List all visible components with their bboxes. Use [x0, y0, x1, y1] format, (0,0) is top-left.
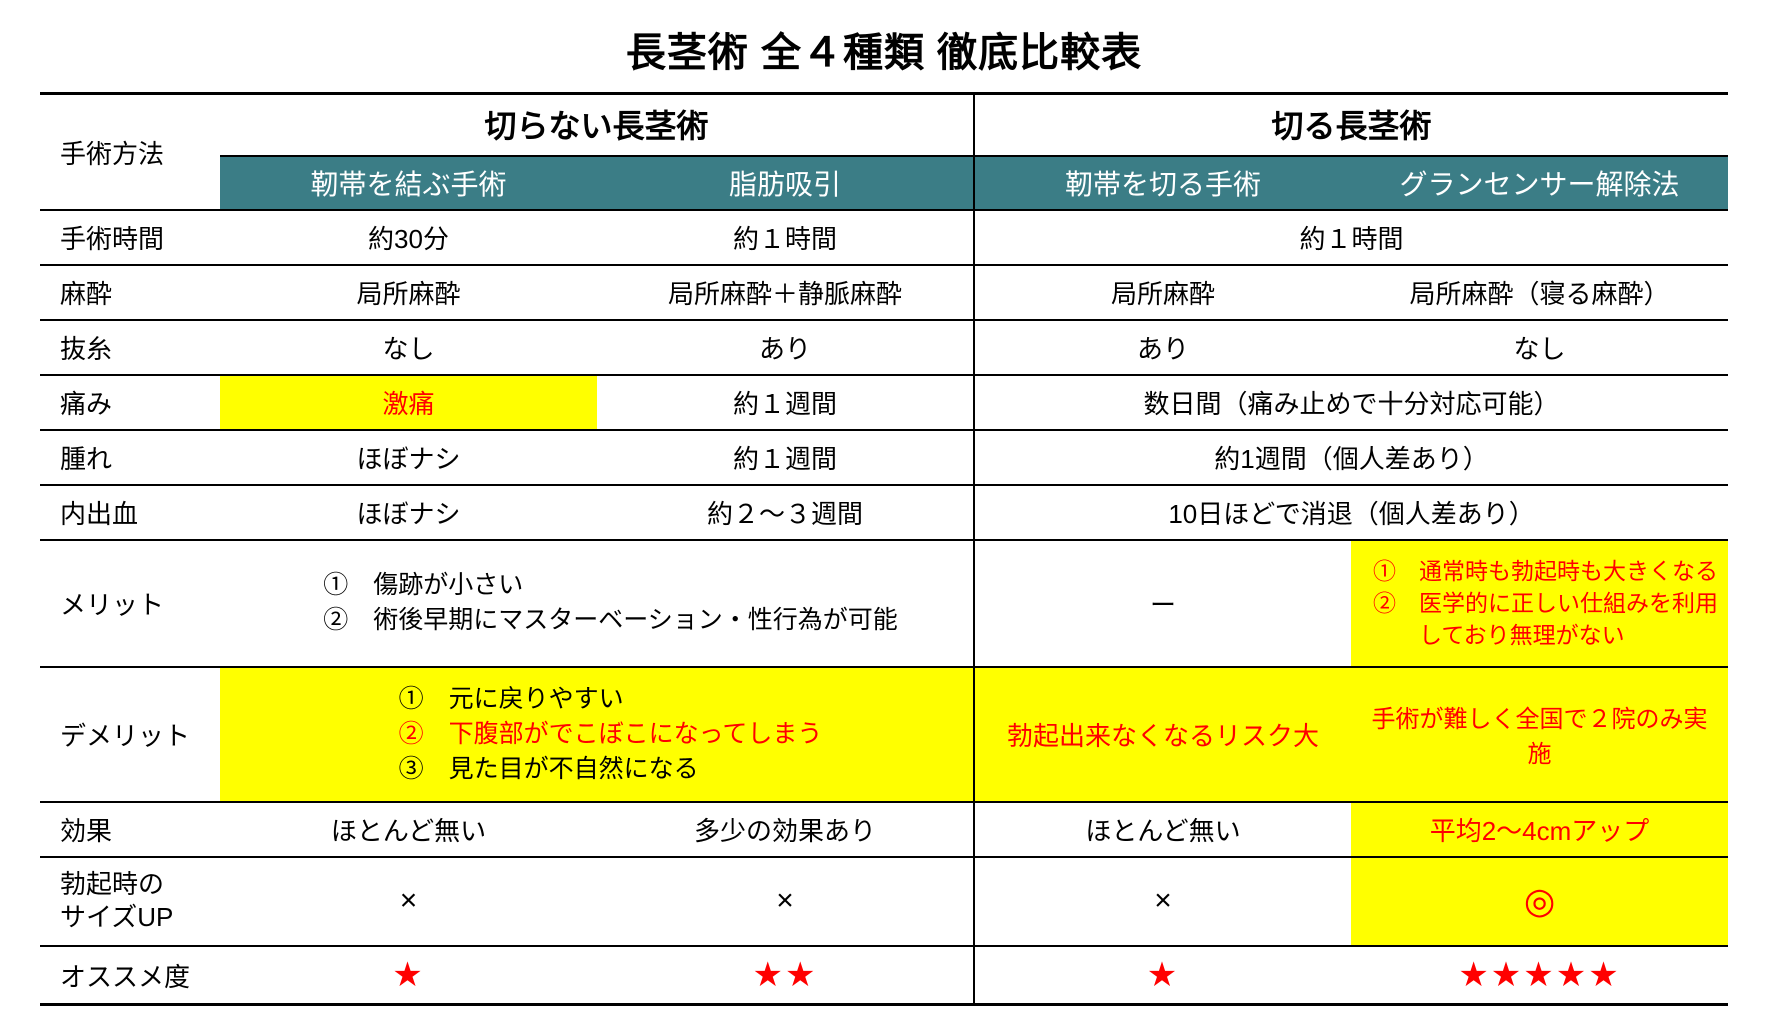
cell-demerit-3: 勃起出来なくなるリスク大	[974, 667, 1351, 802]
cell-merit-3: ー	[974, 540, 1351, 667]
merit-12-item-1: ① 傷跡が小さい	[323, 568, 898, 603]
label-erect-l1: 勃起時の	[60, 869, 164, 899]
cell-anesthesia-1: 局所麻酔	[220, 265, 597, 320]
label-bleeding: 内出血	[40, 485, 220, 540]
row-recommend: オススメ度 ★ ★★ ★ ★★★★★	[40, 946, 1728, 1005]
label-anesthesia: 麻酔	[40, 265, 220, 320]
cell-swelling-2: 約１週間	[597, 430, 974, 485]
cell-anesthesia-2: 局所麻酔＋静脈麻酔	[597, 265, 974, 320]
merit-12-item-2: ② 術後早期にマスターベーション・性行為が可能	[323, 603, 898, 638]
header-category-cut: 切る長茎術	[974, 94, 1728, 157]
label-erect-size: 勃起時の サイズUP	[40, 857, 220, 947]
cell-swelling-34: 約1週間（個人差あり）	[974, 430, 1728, 485]
header-sub-liposuction: 脂肪吸引	[597, 156, 974, 210]
demerit-12-item-3: ③ 見た目が不自然になる	[399, 752, 823, 787]
label-swelling: 腫れ	[40, 430, 220, 485]
label-time: 手術時間	[40, 210, 220, 265]
cell-anesthesia-3: 局所麻酔	[974, 265, 1351, 320]
label-suture: 抜糸	[40, 320, 220, 375]
header-category-nocut: 切らない長茎術	[220, 94, 974, 157]
cell-swelling-1: ほぼナシ	[220, 430, 597, 485]
demerit-12-item-1: ① 元に戻りやすい	[399, 682, 823, 717]
cell-erect-2: ×	[597, 857, 974, 947]
cell-bleeding-2: 約２〜３週間	[597, 485, 974, 540]
cell-effect-3: ほとんど無い	[974, 802, 1351, 857]
cell-time-34: 約１時間	[974, 210, 1728, 265]
cell-time-1: 約30分	[220, 210, 597, 265]
cell-recommend-1: ★	[220, 946, 597, 1005]
cell-demerit-12: ① 元に戻りやすい ② 下腹部がでこぼこになってしまう ③ 見た目が不自然になる	[220, 667, 974, 802]
label-erect-l2: サイズUP	[60, 902, 173, 932]
row-effect: 効果 ほとんど無い 多少の効果あり ほとんど無い 平均2〜4cmアップ	[40, 802, 1728, 857]
cell-suture-4: なし	[1351, 320, 1728, 375]
row-time: 手術時間 約30分 約１時間 約１時間	[40, 210, 1728, 265]
header-sub-ligament-cut: 靭帯を切る手術	[974, 156, 1351, 210]
demerit-12-item-2: ② 下腹部がでこぼこになってしまう	[399, 717, 823, 752]
header-surgery-method-label: 手術方法	[40, 94, 220, 211]
cell-erect-4: ◎	[1351, 857, 1728, 947]
header-sub-ligament-tie: 靭帯を結ぶ手術	[220, 156, 597, 210]
merit-4-item-2b: しており無理がない	[1373, 619, 1718, 651]
cell-effect-4: 平均2〜4cmアップ	[1351, 802, 1728, 857]
cell-pain-2: 約１週間	[597, 375, 974, 430]
cell-merit-12: ① 傷跡が小さい ② 術後早期にマスターベーション・性行為が可能	[220, 540, 974, 667]
cell-recommend-2: ★★	[597, 946, 974, 1005]
row-merit: メリット ① 傷跡が小さい ② 術後早期にマスターベーション・性行為が可能 ー …	[40, 540, 1728, 667]
merit-4-item-2a: ② 医学的に正しい仕組みを利用	[1373, 587, 1718, 619]
cell-suture-3: あり	[974, 320, 1351, 375]
row-demerit: デメリット ① 元に戻りやすい ② 下腹部がでこぼこになってしまう ③ 見た目が…	[40, 667, 1728, 802]
row-bleeding: 内出血 ほぼナシ 約２〜３週間 10日ほどで消退（個人差あり）	[40, 485, 1728, 540]
row-pain: 痛み 激痛 約１週間 数日間（痛み止めで十分対応可能）	[40, 375, 1728, 430]
cell-time-2: 約１時間	[597, 210, 974, 265]
label-merit: メリット	[40, 540, 220, 667]
cell-anesthesia-4: 局所麻酔（寝る麻酔）	[1351, 265, 1728, 320]
merit-4-item-1: ① 通常時も勃起時も大きくなる	[1373, 555, 1718, 587]
cell-suture-1: なし	[220, 320, 597, 375]
row-erect-size: 勃起時の サイズUP × × × ◎	[40, 857, 1728, 947]
cell-recommend-3: ★	[974, 946, 1351, 1005]
label-pain: 痛み	[40, 375, 220, 430]
cell-pain-34: 数日間（痛み止めで十分対応可能）	[974, 375, 1728, 430]
header-sub-gransensor: グランセンサー解除法	[1351, 156, 1728, 210]
cell-effect-2: 多少の効果あり	[597, 802, 974, 857]
comparison-table: 手術方法 切らない長茎術 切る長茎術 靭帯を結ぶ手術 脂肪吸引 靭帯を切る手術 …	[40, 92, 1728, 1006]
cell-effect-1: ほとんど無い	[220, 802, 597, 857]
cell-pain-1: 激痛	[220, 375, 597, 430]
label-demerit: デメリット	[40, 667, 220, 802]
row-suture: 抜糸 なし あり あり なし	[40, 320, 1728, 375]
cell-erect-1: ×	[220, 857, 597, 947]
label-effect: 効果	[40, 802, 220, 857]
page-title: 長茎術 全４種類 徹底比較表	[40, 20, 1728, 78]
row-swelling: 腫れ ほぼナシ 約１週間 約1週間（個人差あり）	[40, 430, 1728, 485]
label-recommend: オススメ度	[40, 946, 220, 1005]
cell-demerit-4: 手術が難しく全国で２院のみ実施	[1351, 667, 1728, 802]
cell-bleeding-34: 10日ほどで消退（個人差あり）	[974, 485, 1728, 540]
cell-erect-3: ×	[974, 857, 1351, 947]
cell-suture-2: あり	[597, 320, 974, 375]
cell-merit-4: ① 通常時も勃起時も大きくなる ② 医学的に正しい仕組みを利用 しており無理がな…	[1351, 540, 1728, 667]
row-anesthesia: 麻酔 局所麻酔 局所麻酔＋静脈麻酔 局所麻酔 局所麻酔（寝る麻酔）	[40, 265, 1728, 320]
cell-bleeding-1: ほぼナシ	[220, 485, 597, 540]
cell-recommend-4: ★★★★★	[1351, 946, 1728, 1005]
